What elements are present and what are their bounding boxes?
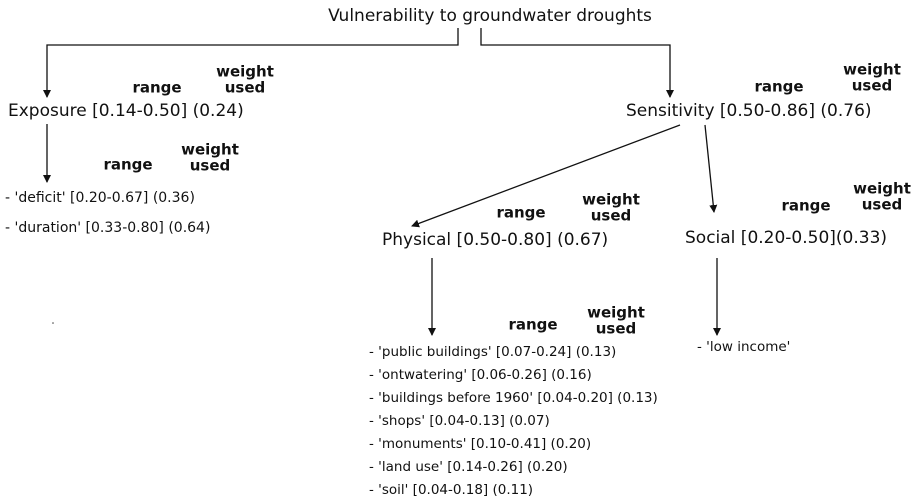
weight-header: used <box>591 207 632 225</box>
range-header: range <box>754 78 803 96</box>
node-label: Sensitivity [0.50-0.86] (0.76) <box>626 101 872 121</box>
dot <box>52 322 54 324</box>
weight-header: weight <box>587 304 645 322</box>
weight-header: weight <box>216 63 274 81</box>
list-item: - 'shops' [0.04-0.13] (0.07) <box>369 413 550 429</box>
list-item: - 'low income' <box>697 339 790 355</box>
range-header: range <box>132 79 181 97</box>
arrow <box>704 124 718 213</box>
title: Vulnerability to groundwater droughts <box>328 6 652 26</box>
weight-header: used <box>862 196 903 214</box>
weight-header: used <box>596 320 637 338</box>
list-item: - 'duration' [0.33-0.80] (0.64) <box>5 220 210 236</box>
range-header: range <box>508 316 557 334</box>
list-item: - 'soil' [0.04-0.18] (0.11) <box>369 482 533 498</box>
list-item: - 'public buildings' [0.07-0.24] (0.13) <box>369 344 616 360</box>
weight-header: weight <box>843 61 901 79</box>
weight-header: used <box>190 157 231 175</box>
arrow <box>480 28 674 98</box>
list-item: - 'monuments' [0.10-0.41] (0.20) <box>369 436 591 452</box>
node-label: Social [0.20-0.50](0.33) <box>685 228 887 248</box>
weight-header: weight <box>181 141 239 159</box>
range-header: range <box>781 197 830 215</box>
range-header: range <box>103 156 152 174</box>
list-item: - 'buildings before 1960' [0.04-0.20] (0… <box>369 390 658 406</box>
texts: Vulnerability to groundwater droughts Ex… <box>5 6 911 498</box>
range-header: range <box>496 204 545 222</box>
arrow <box>43 28 459 98</box>
list-item: - 'ontwatering' [0.06-0.26] (0.16) <box>369 367 592 383</box>
weight-header: weight <box>853 180 911 198</box>
node-label: Physical [0.50-0.80] (0.67) <box>382 230 608 250</box>
weight-header: weight <box>582 191 640 209</box>
list-item: - 'land use' [0.14-0.26] (0.20) <box>369 459 568 475</box>
arrow <box>411 124 681 228</box>
list-item: - 'deficit' [0.20-0.67] (0.36) <box>5 190 195 206</box>
node-label: Exposure [0.14-0.50] (0.24) <box>8 101 244 121</box>
weight-header: used <box>225 79 266 97</box>
weight-header: used <box>852 77 893 95</box>
connectors <box>43 28 721 336</box>
